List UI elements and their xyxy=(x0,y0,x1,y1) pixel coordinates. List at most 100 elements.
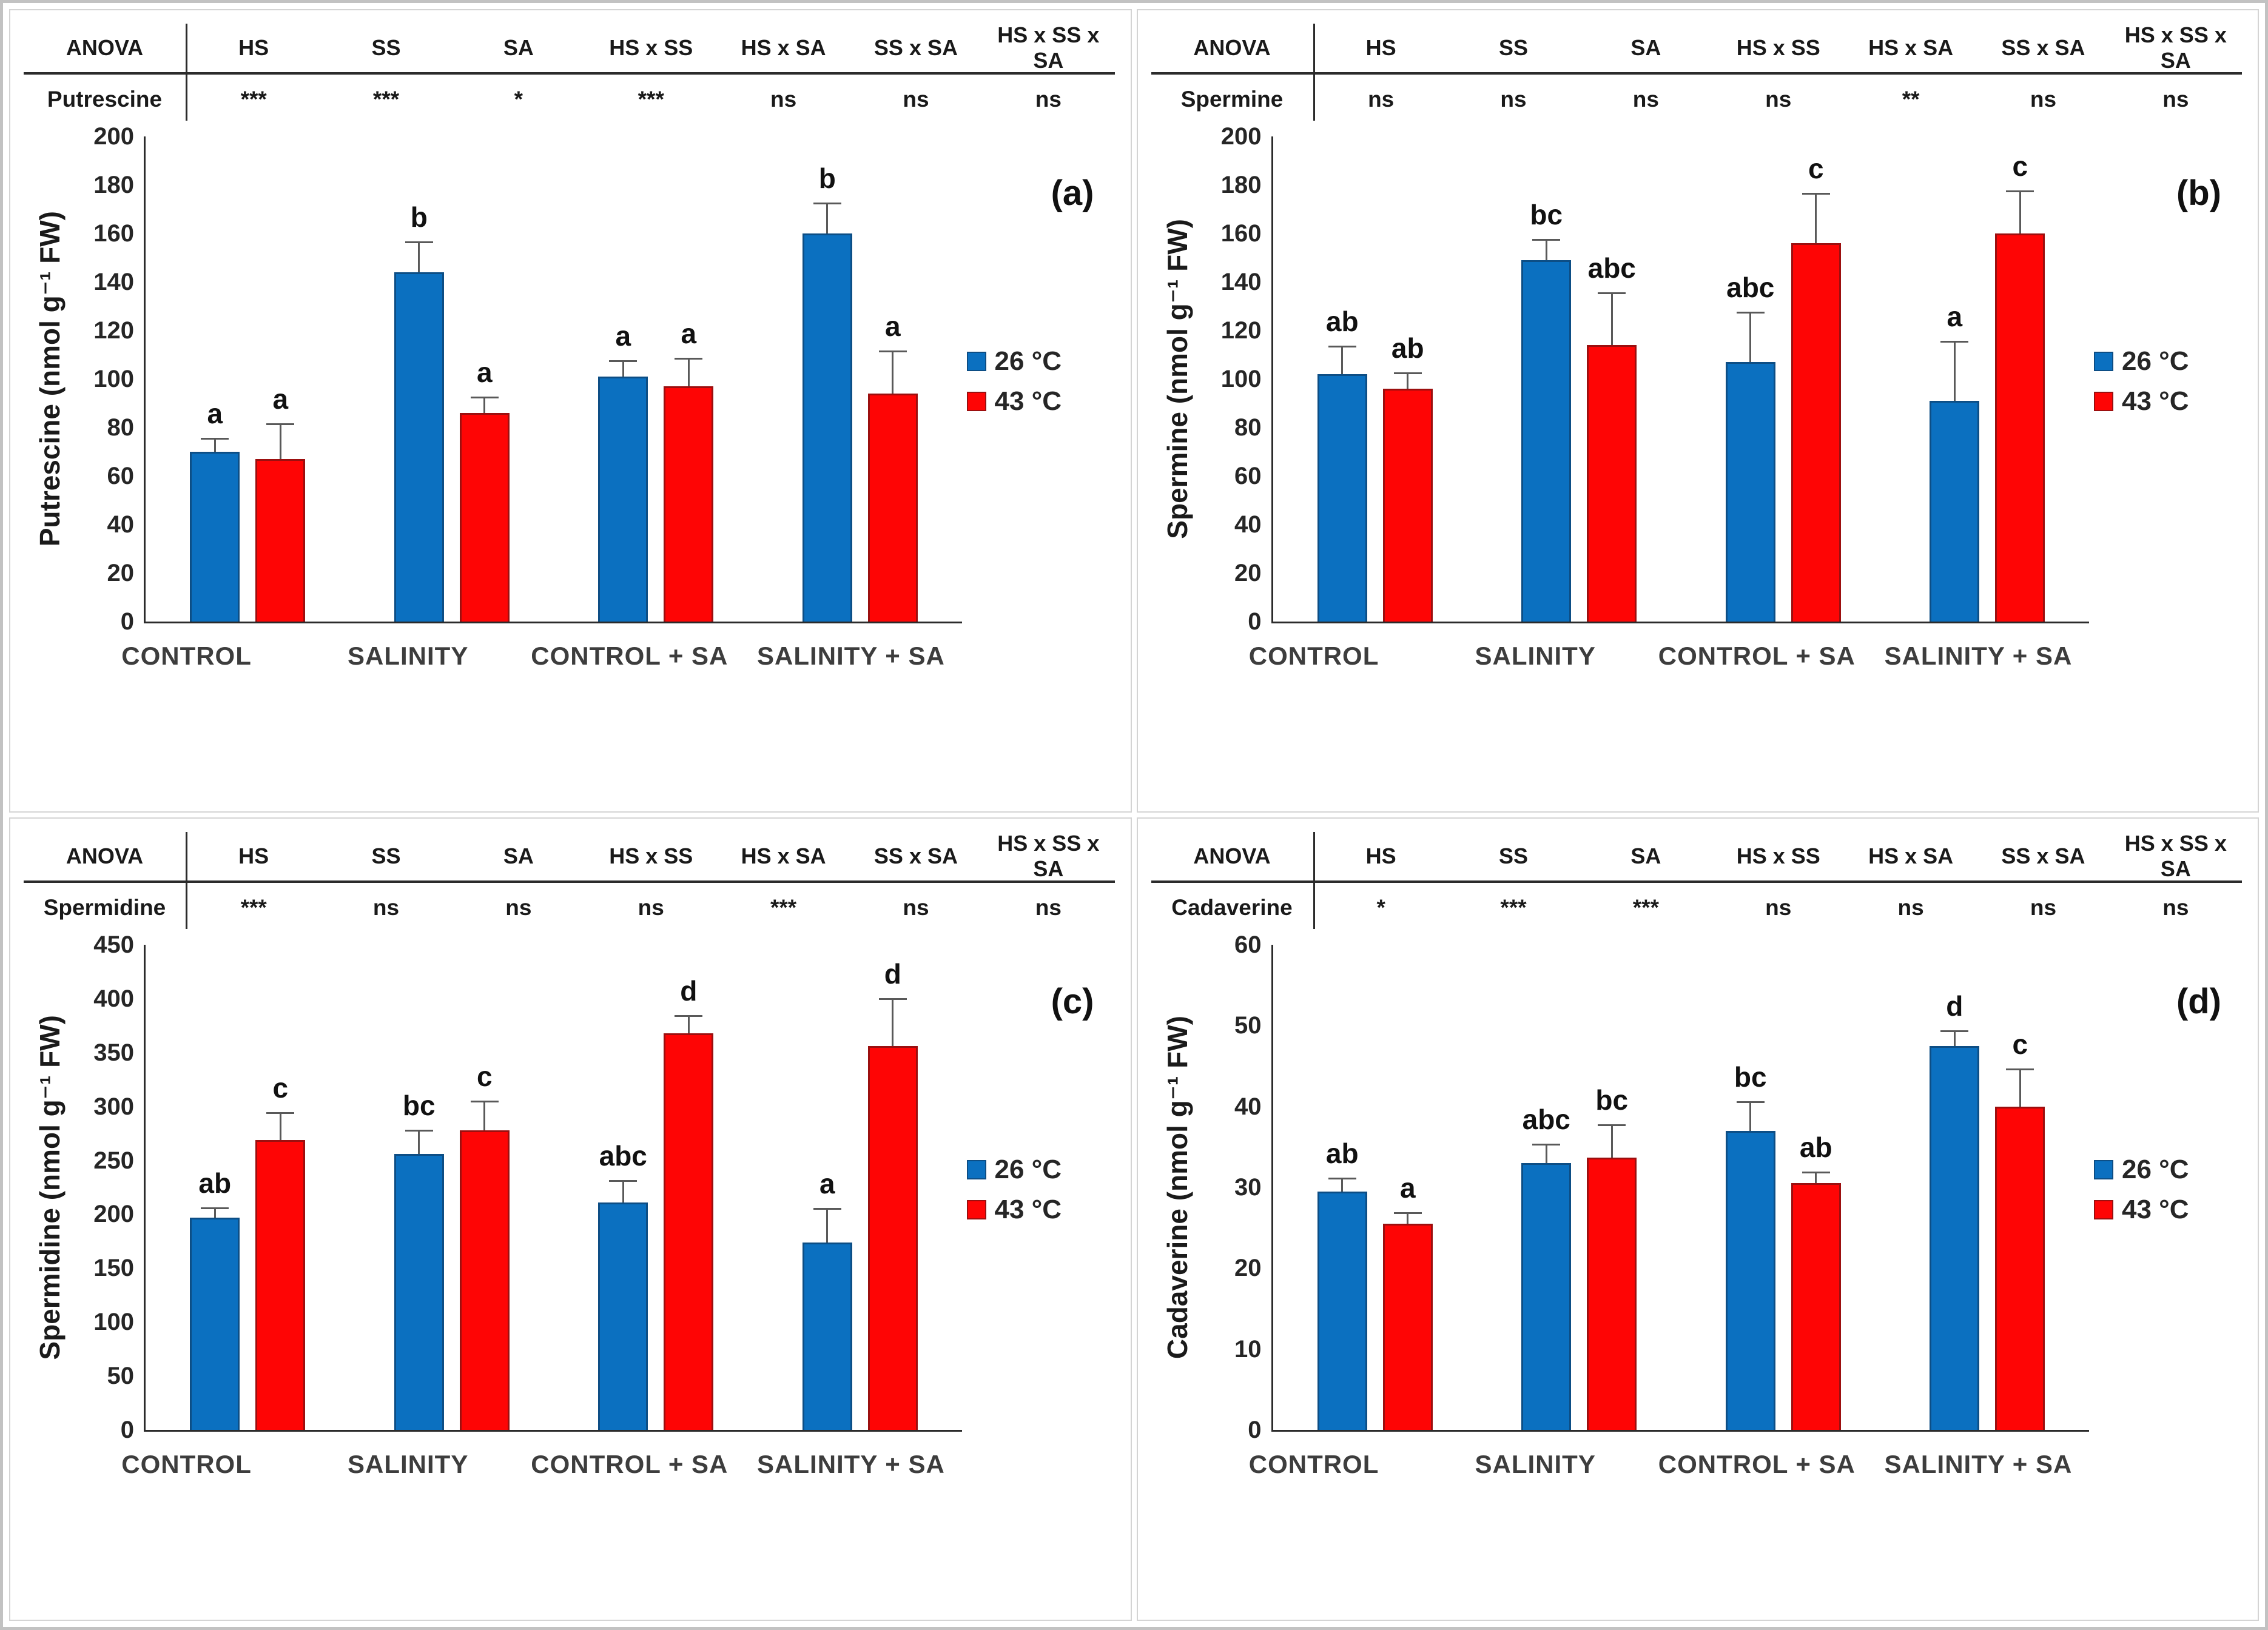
x-category-label: CONTROL + SA xyxy=(1658,1450,1856,1478)
anova-significance: *** xyxy=(770,895,797,920)
legend-label: 43 °C xyxy=(2122,1195,2189,1224)
error-bar xyxy=(483,1102,486,1130)
y-tick-label: 140 xyxy=(93,269,134,295)
error-bar xyxy=(1815,195,1817,243)
y-tick-label: 80 xyxy=(107,414,135,441)
bar-26c xyxy=(394,1153,444,1430)
significance-letter: abc xyxy=(1726,272,1775,303)
error-bar xyxy=(1407,1214,1409,1224)
significance-letter: c xyxy=(1808,153,1824,184)
error-bar-cap xyxy=(1532,1143,1561,1145)
bar-43c xyxy=(1382,389,1433,622)
bar-26c xyxy=(1725,362,1775,622)
legend-item: 26 °C xyxy=(2094,346,2189,377)
significance-letter: a xyxy=(615,320,631,352)
anova-factor: HS x SS x SA xyxy=(982,831,1115,883)
significance-letter: a xyxy=(272,383,289,415)
y-tick-label: 20 xyxy=(1234,1255,1262,1282)
significance-letter: ab xyxy=(1799,1132,1832,1164)
bar-26c xyxy=(1521,1163,1572,1430)
bar-26c xyxy=(1317,374,1367,622)
significance-letter: bc xyxy=(1734,1061,1767,1093)
error-bar-cap xyxy=(405,1129,433,1132)
error-bar xyxy=(826,1210,829,1243)
error-bar xyxy=(483,398,486,413)
y-tick-label: 60 xyxy=(107,463,135,489)
legend-swatch xyxy=(966,1200,986,1219)
chart: Putrescine (nmol g⁻¹ FW) 0 20 40 60 80 100 120 1… xyxy=(24,123,1115,702)
anova-significance: ns xyxy=(372,895,400,920)
anova-row-metabolite: Spermidine xyxy=(24,883,187,929)
error-bar xyxy=(214,1209,216,1218)
anova-significance: ns xyxy=(903,87,929,112)
significance-letter: c xyxy=(2012,150,2028,182)
error-bar xyxy=(1749,1103,1752,1131)
anova-factor: SS x SA xyxy=(1977,832,2110,883)
error-bar-cap xyxy=(1940,341,1969,343)
significance-letter: c xyxy=(476,1060,493,1092)
panel-letter: (b) xyxy=(2176,173,2221,213)
legend-label: 26 °C xyxy=(2122,346,2189,376)
anova-row-metabolite: Putrescine xyxy=(24,75,187,121)
significance-letter: a xyxy=(476,357,493,388)
anova-significance: ns xyxy=(1035,87,1062,112)
anova-factor: HS x SA xyxy=(717,24,850,75)
y-axis-ticks: 0 20 40 60 80 100 120 140 160 180 200 xyxy=(1203,123,1271,635)
y-tick-label: 200 xyxy=(93,123,134,150)
anova-factor: HS x SA xyxy=(1844,832,1977,883)
significance-letter: abc xyxy=(1587,252,1636,284)
error-bar-cap xyxy=(878,998,907,1000)
error-bar-cap xyxy=(1328,1177,1356,1179)
bar-43c xyxy=(1587,345,1637,622)
anova-table: ANOVA HS SS SA HS x SS HS x SA SS x SA HS x SS … xyxy=(24,22,1115,121)
legend-label: 26 °C xyxy=(994,1155,1062,1184)
significance-letter: bc xyxy=(1530,199,1563,230)
error-bar-cap xyxy=(1802,1172,1830,1174)
plot-column: 0 50 100 150 200 250 300 350 400 450 ab c bc c abc d a d C… xyxy=(76,931,962,1511)
significance-letter: a xyxy=(819,1168,835,1200)
legend-column: (b) 26 °C 43 °C xyxy=(2089,136,2242,622)
y-axis-title: Spermidine (nmol g⁻¹ FW) xyxy=(24,945,76,1430)
error-bar-cap xyxy=(266,1112,295,1115)
x-category-label: SALINITY xyxy=(348,1450,469,1478)
error-bar xyxy=(622,1182,624,1202)
error-bar-cap xyxy=(609,1180,638,1182)
significance-letter: ab xyxy=(1325,1137,1359,1169)
y-tick-label: 180 xyxy=(93,172,134,198)
anova-factor: SS x SA xyxy=(1977,24,2110,75)
anova-factor: SA xyxy=(1580,832,1712,883)
anova-significance: ns xyxy=(1500,87,1527,112)
anova-significance: ns xyxy=(505,895,532,920)
plot-row: 0 20 40 60 80 100 120 140 160 180 200 a a b a a a b a xyxy=(76,123,962,635)
anova-factor: SS xyxy=(1447,832,1580,883)
y-tick-label: 10 xyxy=(1234,1335,1262,1363)
y-tick-label: 120 xyxy=(93,317,134,344)
y-tick-label: 50 xyxy=(107,1363,135,1390)
panel-c: ANOVA HS SS SA HS x SS HS x SA SS x SA HS x SS … xyxy=(9,817,1132,1621)
legend-item: 26 °C xyxy=(966,1155,1062,1185)
y-tick-label: 180 xyxy=(1220,172,1262,198)
x-axis-labels: CONTROL SALINITY CONTROL + SA SALINITY + SA xyxy=(1203,623,2090,702)
bar-43c xyxy=(255,459,306,622)
anova-factor: HS xyxy=(187,24,320,75)
anova-significance: *** xyxy=(1500,895,1527,920)
anova-factor: SS xyxy=(320,24,453,75)
bar-26c xyxy=(190,452,240,622)
bar-26c xyxy=(598,377,648,622)
legend-label: 43 °C xyxy=(994,1195,1062,1224)
legend: 26 °C 43 °C xyxy=(2094,1145,2189,1235)
y-axis-ticks: 0 10 20 30 40 50 60 xyxy=(1203,931,1271,1443)
bar-43c xyxy=(1995,233,2045,622)
y-tick-label: 40 xyxy=(1234,1093,1262,1120)
error-bar-cap xyxy=(813,1208,841,1210)
x-category-label: SALINITY + SA xyxy=(1884,642,2073,670)
y-tick-label: 20 xyxy=(1234,560,1262,586)
anova-significance: ns xyxy=(1765,87,1792,112)
significance-letter: abc xyxy=(599,1140,647,1172)
anova-header-label: ANOVA xyxy=(1151,24,1315,75)
legend: 26 °C 43 °C xyxy=(2094,337,2189,426)
error-bar-cap xyxy=(1532,239,1561,241)
plot-column: 0 20 40 60 80 100 120 140 160 180 200 ab ab bc abc abc c… xyxy=(1203,123,2090,702)
anova-table: ANOVA HS SS SA HS x SS HS x SA SS x SA HS x SS … xyxy=(24,831,1115,929)
